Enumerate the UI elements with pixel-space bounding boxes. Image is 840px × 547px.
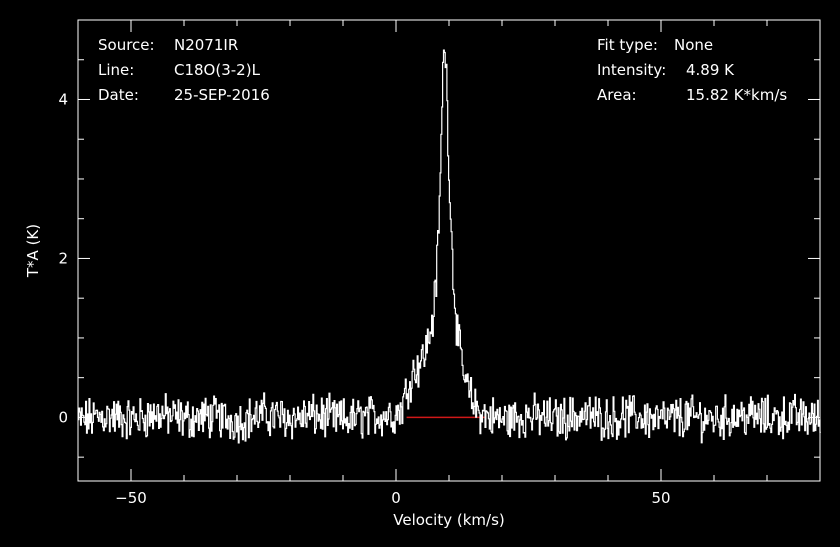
spectrum-line (78, 49, 821, 444)
area-label: Area: (597, 86, 637, 104)
x-tick-label: −50 (115, 489, 147, 507)
y-tick-label: 0 (58, 408, 68, 426)
y-tick-label: 4 (58, 90, 68, 108)
source-value: N2071IR (174, 36, 238, 54)
axis-ticks: −50 0 50 0 2 4 (58, 19, 821, 507)
y-axis-label: T*A (K) (24, 224, 42, 278)
fit-type-label: Fit type: (597, 36, 658, 54)
source-label: Source: (98, 36, 155, 54)
intensity-value: 4.89 K (686, 61, 735, 79)
x-tick-label: 0 (391, 489, 401, 507)
line-label: Line: (98, 61, 134, 79)
date-value: 25-SEP-2016 (174, 86, 270, 104)
x-axis-label: Velocity (km/s) (393, 511, 504, 529)
intensity-label: Intensity: (597, 61, 666, 79)
line-value: C18O(3-2)L (174, 61, 261, 79)
x-tick-label: 50 (651, 489, 670, 507)
fit-type-value: None (674, 36, 713, 54)
y-tick-label: 2 (58, 249, 68, 267)
area-value: 15.82 K*km/s (686, 86, 787, 104)
date-label: Date: (98, 86, 139, 104)
